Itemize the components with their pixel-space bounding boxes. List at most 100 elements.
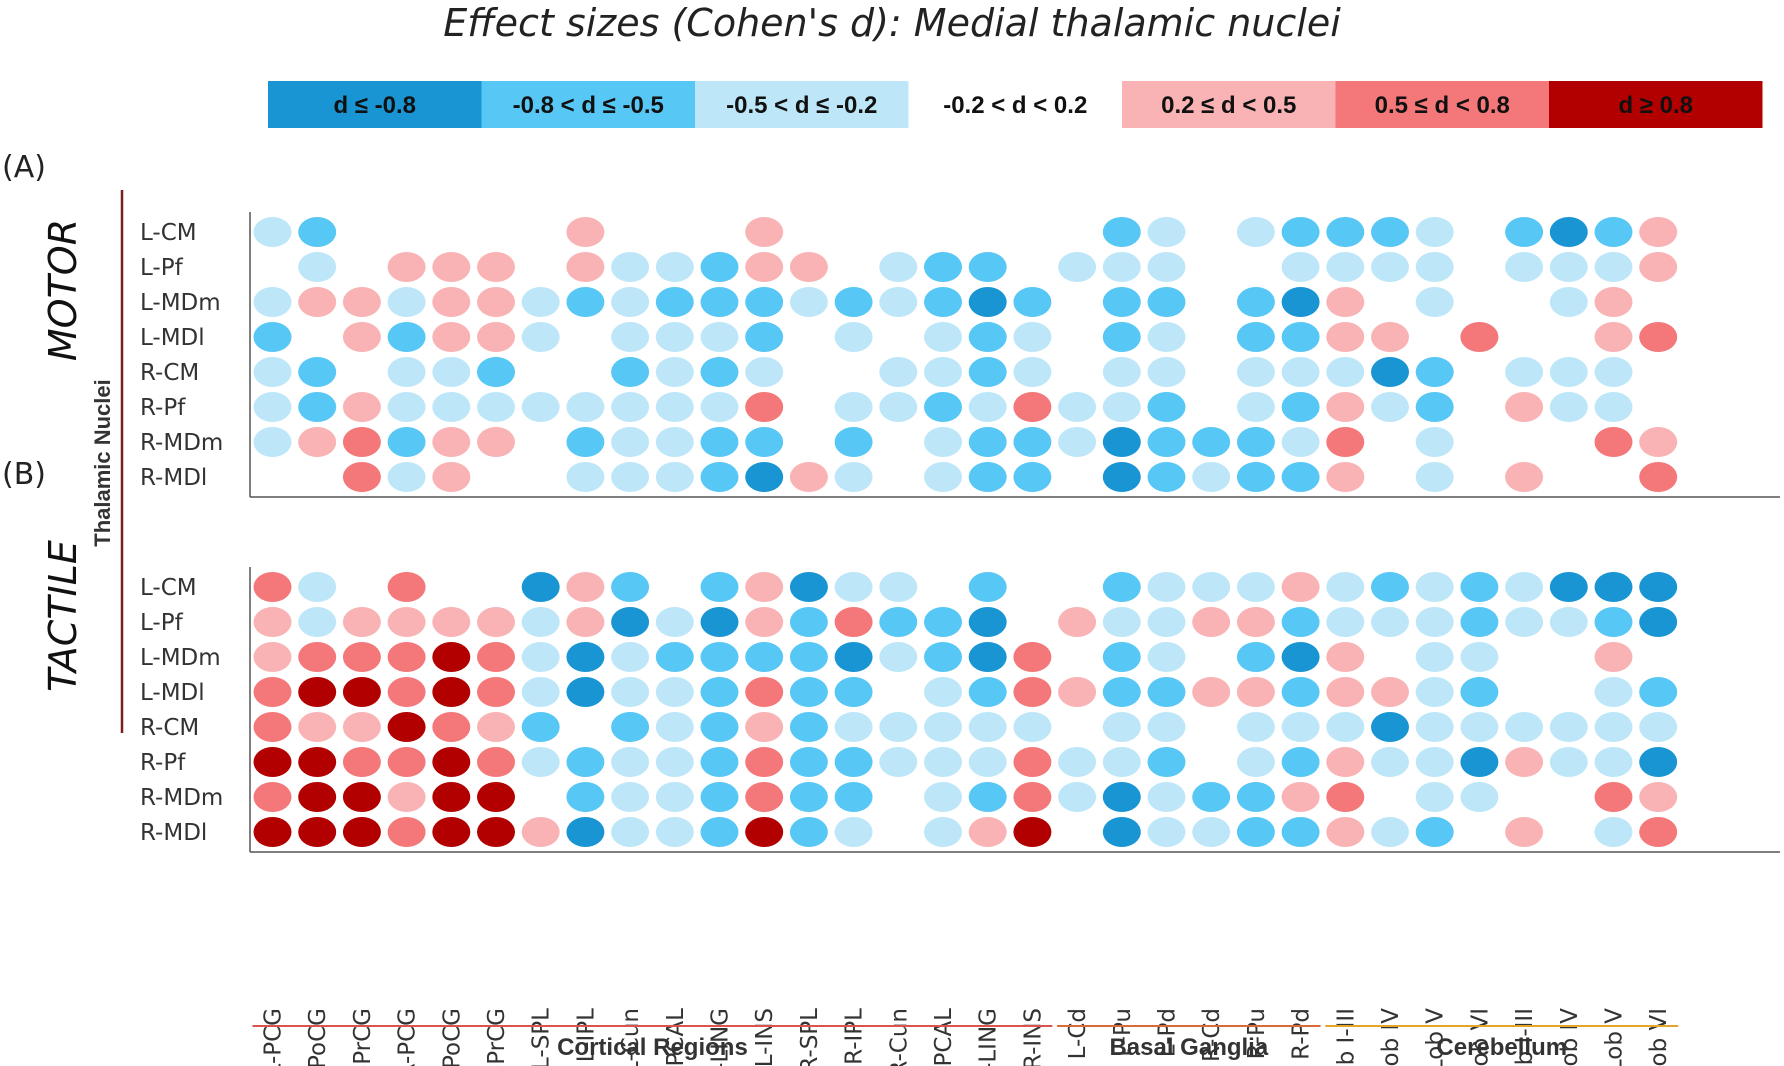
column-label-l-spl: L-SPL xyxy=(529,1008,555,1066)
tactile-cell-r-mdl-l-lob-v xyxy=(1415,817,1454,847)
motor-cell-r-cm-r-pcal xyxy=(924,357,962,387)
tactile-cell-l-mdl-r-prcg xyxy=(477,677,515,707)
motor-cell-l-mdm-r-pocg xyxy=(432,287,471,317)
tactile-cell-r-pf-l-prcg xyxy=(342,747,381,777)
tactile-cell-r-mdm-r-pcal xyxy=(924,782,962,812)
motor-cell-r-pf-l-prcg xyxy=(342,392,381,422)
legend-label-0: d ≤ -0.8 xyxy=(333,92,416,119)
tactile-cell-r-mdl-r-pcal xyxy=(924,817,962,847)
tactile-cell-r-cm-l-ling xyxy=(700,712,739,742)
tactile-row-label-l-pf: L-Pf xyxy=(140,610,184,636)
tactile-cell-r-mdm-l-lob-v xyxy=(1415,782,1454,812)
motor-cell-r-cm-r-lob-iv xyxy=(1549,357,1588,387)
motor-cell-r-mdl-l-cun xyxy=(611,462,650,492)
tactile-cell-l-pf-l-pu xyxy=(1102,607,1141,637)
motor-cell-l-mdm-r-pcg xyxy=(387,287,426,317)
motor-cell-r-pf-l-pocg xyxy=(298,392,337,422)
tactile-cell-r-mdl-l-ling xyxy=(700,817,739,847)
motor-cell-l-mdl-l-ins xyxy=(745,322,784,352)
motor-cell-l-pf-r-lob-iv xyxy=(1549,252,1588,282)
motor-cell-r-cm-r-pu xyxy=(1236,357,1275,387)
tactile-cell-l-mdm-r-pcg xyxy=(387,642,426,672)
column-label-l-pocg: L-PoCG xyxy=(305,1008,331,1066)
legend-label-6: d ≥ 0.8 xyxy=(1618,92,1693,119)
tactile-cell-l-mdm-l-ling xyxy=(700,642,739,672)
tactile-cell-l-mdl-l-ipl xyxy=(566,677,605,707)
motor-cell-l-pf-l-ins xyxy=(745,252,784,282)
tactile-cell-r-pf-r-cun xyxy=(879,747,918,777)
tactile-cell-r-mdm-l-pu xyxy=(1102,782,1141,812)
tactile-cell-r-mdm-l-pcal xyxy=(655,782,694,812)
tactile-cell-l-mdl-r-pu xyxy=(1236,677,1275,707)
motor-cell-r-mdm-l-pcg xyxy=(253,427,292,457)
tactile-cell-l-mdl-l-cun xyxy=(611,677,650,707)
tactile-cell-l-mdm-r-pcal xyxy=(924,642,962,672)
tactile-cell-l-mdl-r-pocg xyxy=(432,677,471,707)
legend-label-2: -0.5 < d ≤ -0.2 xyxy=(726,92,877,119)
column-label-l-lob-iv: L-Lob IV xyxy=(1378,1008,1404,1066)
tactile-cell-l-mdm-r-ipl xyxy=(834,642,873,672)
tactile-cell-l-mdl-l-pcg xyxy=(253,677,292,707)
tactile-cell-l-mdm-l-pu xyxy=(1102,642,1141,672)
tactile-cell-r-pf-l-cun xyxy=(611,747,650,777)
motor-cell-r-pf-r-pu xyxy=(1236,392,1275,422)
tactile-cell-r-mdm-r-pu xyxy=(1236,782,1275,812)
motor-cell-l-mdm-l-pu xyxy=(1102,287,1141,317)
motor-cell-r-mdm-l-ipl xyxy=(566,427,605,457)
motor-cell-r-cm-l-pd xyxy=(1147,357,1186,387)
motor-cell-r-pf-l-cd xyxy=(1058,392,1097,422)
motor-cell-l-cm-l-lob-v xyxy=(1415,217,1454,247)
column-label-r-ins: R-INS xyxy=(1020,1008,1046,1066)
column-label-r-cd: R-Cd xyxy=(1199,1008,1225,1062)
motor-cell-l-mdm-r-pcal xyxy=(924,287,962,317)
motor-cell-l-pf-r-pcg xyxy=(387,252,426,282)
motor-cell-l-mdl-l-cun xyxy=(611,322,650,352)
tactile-cell-l-mdl-l-ling xyxy=(700,677,739,707)
motor-cell-l-mdm-l-prcg xyxy=(342,287,381,317)
motor-cell-r-mdl-r-lob-vi xyxy=(1639,462,1678,492)
motor-cell-r-mdm-r-ling xyxy=(968,427,1007,457)
motor-cell-l-pf-l-lob-v xyxy=(1415,252,1454,282)
motor-cell-l-mdl-l-lob-iv xyxy=(1371,322,1409,352)
tactile-cell-r-mdl-r-ins xyxy=(1013,817,1052,847)
legend-swatch-6 xyxy=(1549,81,1763,128)
motor-row-label-r-mdm: R-MDm xyxy=(140,430,223,456)
motor-cell-l-mdl-r-ins xyxy=(1013,322,1052,352)
tactile-cell-r-cm-r-pcal xyxy=(924,712,962,742)
tactile-cell-l-mdl-l-prcg xyxy=(342,677,381,707)
tactile-cell-r-mdm-l-prcg xyxy=(342,782,381,812)
column-label-l-pu: L-Pu xyxy=(1110,1008,1136,1057)
tactile-row-label-r-cm: R-CM xyxy=(140,715,199,741)
motor-cell-r-pf-l-cun xyxy=(611,392,650,422)
tactile-cell-l-mdl-l-lob-vi xyxy=(1460,677,1499,707)
motor-cell-l-mdl-l-lob-vi xyxy=(1460,322,1499,352)
tactile-cell-r-mdm-r-ipl xyxy=(834,782,873,812)
tactile-cell-l-mdm-l-ins xyxy=(745,642,784,672)
tactile-cell-l-mdl-r-cd xyxy=(1192,677,1231,707)
motor-cell-r-mdm-l-ins xyxy=(745,427,784,457)
tactile-cell-r-mdl-l-prcg xyxy=(342,817,381,847)
tactile-cell-r-mdl-r-pd xyxy=(1281,817,1320,847)
column-label-r-lob-v: R-Lob V xyxy=(1602,1008,1628,1066)
group-label-cortical-regions: Cortical Regions xyxy=(557,1034,748,1061)
motor-cell-r-mdm-r-pcal xyxy=(924,427,962,457)
tactile-cell-l-mdm-r-cun xyxy=(879,642,918,672)
tactile-cell-r-cm-l-pcal xyxy=(655,712,694,742)
tactile-cell-l-pf-l-spl xyxy=(521,607,560,637)
tactile-cell-l-pf-r-pocg xyxy=(432,607,471,637)
tactile-cell-l-mdl-l-pocg xyxy=(298,677,337,707)
motor-cell-r-mdl-l-pcal xyxy=(655,462,694,492)
tactile-cell-l-mdl-r-pcg xyxy=(387,677,426,707)
tactile-cell-r-cm-r-prcg xyxy=(477,712,515,742)
chart-title: Effect sizes (Cohen's d): Medial thalami… xyxy=(443,1,1341,45)
tactile-cell-r-mdl-r-spl xyxy=(789,817,828,847)
tactile-cell-r-cm-r-lob-iv xyxy=(1549,712,1588,742)
motor-cell-l-pf-l-ipl xyxy=(566,252,605,282)
column-label-r-spl: R-SPL xyxy=(797,1008,823,1066)
motor-cell-r-pf-l-lob-iv xyxy=(1371,392,1409,422)
motor-cell-r-pf-r-lob-i-iii xyxy=(1505,392,1544,422)
motor-cell-r-cm-l-pocg xyxy=(298,357,337,387)
motor-cell-l-pf-l-cun xyxy=(611,252,650,282)
tactile-cell-l-cm-r-ling xyxy=(968,572,1007,602)
tactile-cell-l-cm-l-spl xyxy=(521,572,560,602)
